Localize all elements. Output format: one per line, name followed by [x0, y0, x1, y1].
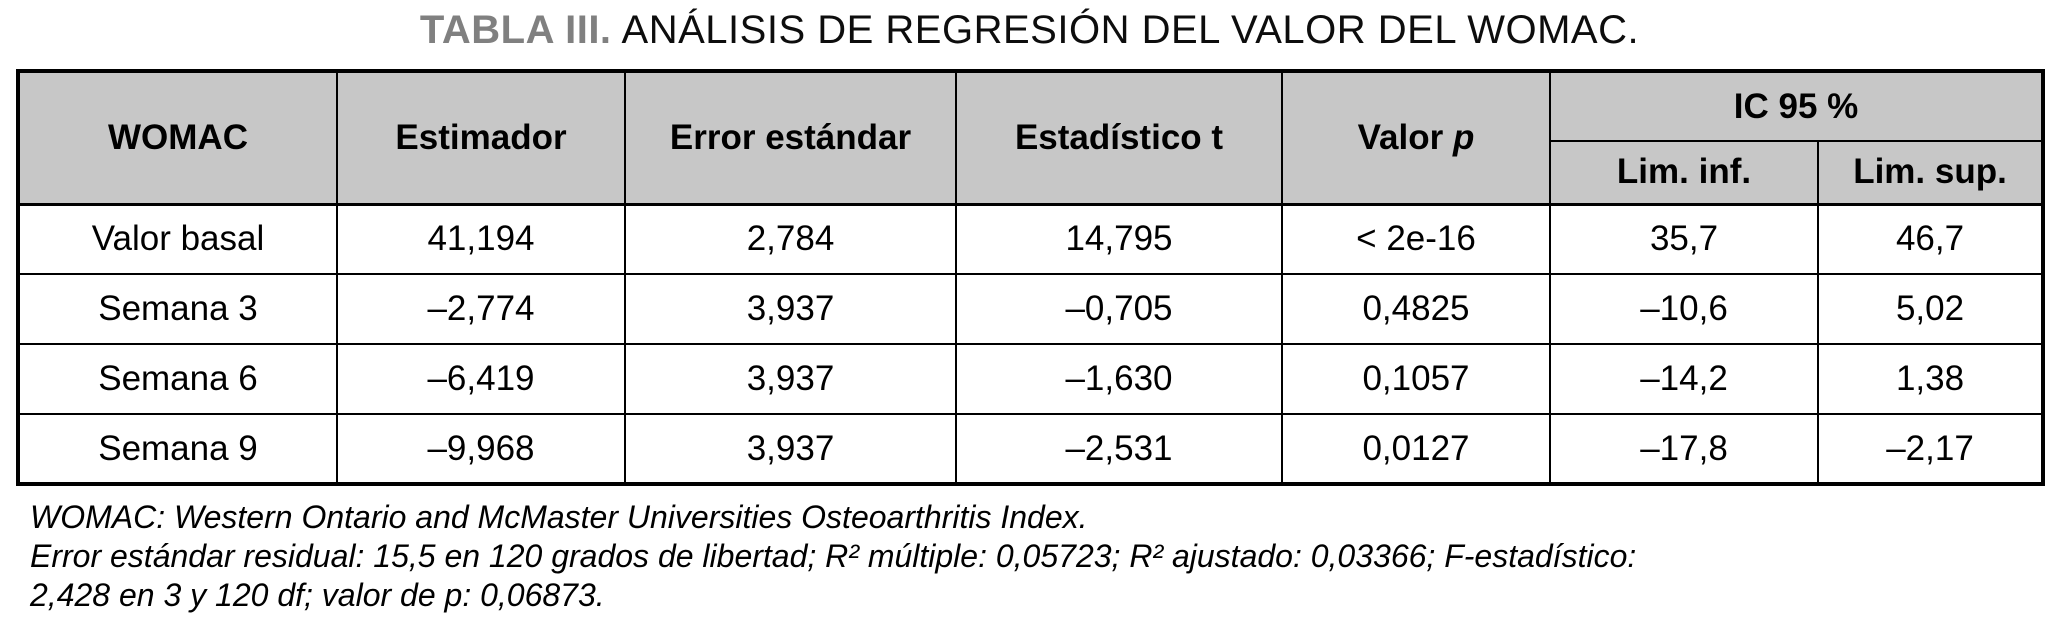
col-header-lim-inf: Lim. inf. [1549, 140, 1819, 205]
cell-valor-p: 0,0127 [1281, 413, 1551, 485]
cell-row-label: Valor basal [17, 203, 338, 275]
cell-valor-p: 0,4825 [1281, 273, 1551, 345]
table-footnotes: WOMAC: Western Ontario and McMaster Univ… [30, 498, 2059, 615]
table-title-label: TABLA III. [419, 8, 612, 52]
col-header-womac: WOMAC [17, 70, 338, 205]
cell-lim-inf: –10,6 [1549, 273, 1819, 345]
cell-estimador: –6,419 [336, 343, 626, 415]
col-header-error-estandar: Error estándar [624, 70, 957, 205]
cell-estadistico-t: –0,705 [955, 273, 1283, 345]
footnote-line: 2,428 en 3 y 120 df; valor de p: 0,06873… [30, 577, 605, 613]
cell-error-estandar: 3,937 [624, 343, 957, 415]
table-row: Semana 6 –6,419 3,937 –1,630 0,1057 –14,… [17, 343, 2044, 415]
cell-lim-sup: 1,38 [1817, 343, 2044, 415]
cell-valor-p: 0,1057 [1281, 343, 1551, 415]
cell-lim-sup: –2,17 [1817, 413, 2044, 485]
table-row: Valor basal 41,194 2,784 14,795 < 2e-16 … [17, 203, 2044, 275]
cell-lim-sup: 46,7 [1817, 203, 2044, 275]
table-body: Valor basal 41,194 2,784 14,795 < 2e-16 … [17, 203, 2044, 485]
col-header-valor-p: Valor p [1281, 70, 1551, 205]
col-header-ic95: IC 95 % [1549, 70, 2044, 142]
cell-estimador: 41,194 [336, 203, 626, 275]
footnote-line: WOMAC: Western Ontario and McMaster Univ… [30, 499, 1088, 535]
cell-lim-inf: 35,7 [1549, 203, 1819, 275]
cell-estadistico-t: –2,531 [955, 413, 1283, 485]
valor-p-prefix: Valor [1357, 117, 1453, 157]
cell-row-label: Semana 9 [17, 413, 338, 485]
cell-error-estandar: 2,784 [624, 203, 957, 275]
valor-p-symbol: p [1452, 117, 1475, 157]
table-row: Semana 9 –9,968 3,937 –2,531 0,0127 –17,… [17, 413, 2044, 485]
footnote-line: Error estándar residual: 15,5 en 120 gra… [30, 538, 1637, 574]
cell-error-estandar: 3,937 [624, 413, 957, 485]
table-row: Semana 3 –2,774 3,937 –0,705 0,4825 –10,… [17, 273, 2044, 345]
col-header-lim-sup: Lim. sup. [1817, 140, 2044, 205]
cell-estadistico-t: –1,630 [955, 343, 1283, 415]
cell-lim-inf: –14,2 [1549, 343, 1819, 415]
cell-valor-p: < 2e-16 [1281, 203, 1551, 275]
table-title-text: ANÁLISIS DE REGRESIÓN DEL VALOR DEL WOMA… [621, 8, 1640, 52]
regression-table: WOMAC Estimador Error estándar Estadísti… [16, 69, 2045, 486]
col-header-estadistico-t: Estadístico t [955, 70, 1283, 205]
table-title: TABLA III. ANÁLISIS DE REGRESIÓN DEL VALO… [0, 0, 2059, 53]
cell-estimador: –9,968 [336, 413, 626, 485]
cell-row-label: Semana 6 [17, 343, 338, 415]
cell-estadistico-t: 14,795 [955, 203, 1283, 275]
table-header: WOMAC Estimador Error estándar Estadísti… [17, 70, 2044, 205]
cell-lim-inf: –17,8 [1549, 413, 1819, 485]
cell-error-estandar: 3,937 [624, 273, 957, 345]
col-header-estimador: Estimador [336, 70, 626, 205]
cell-estimador: –2,774 [336, 273, 626, 345]
cell-row-label: Semana 3 [17, 273, 338, 345]
cell-lim-sup: 5,02 [1817, 273, 2044, 345]
